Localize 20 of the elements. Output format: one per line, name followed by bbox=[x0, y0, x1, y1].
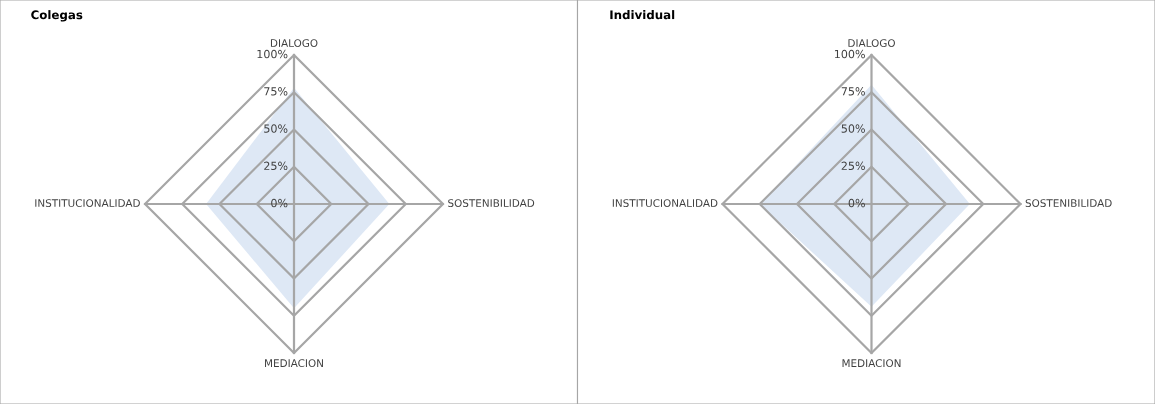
y-tick-label: 100% bbox=[257, 49, 288, 59]
chart-title: Colegas bbox=[31, 10, 83, 22]
y-tick-label: 25% bbox=[264, 161, 288, 170]
spoke-label: SOSTENIBILIDAD bbox=[448, 199, 535, 208]
y-tick-label: 50% bbox=[264, 124, 288, 133]
y-tick-label: 50% bbox=[841, 124, 865, 133]
spoke-label: MEDIACION bbox=[842, 359, 901, 368]
y-tick-label: 75% bbox=[841, 87, 865, 96]
spoke-label: INSTITUCIONALIDAD bbox=[35, 199, 140, 208]
spoke-label: DIALOGO bbox=[270, 39, 318, 48]
y-tick-label: 0% bbox=[271, 198, 288, 208]
spoke-label: INSTITUCIONALIDAD bbox=[612, 199, 718, 208]
y-tick-label: 25% bbox=[841, 161, 865, 170]
y-tick-label: 0% bbox=[848, 198, 865, 208]
spoke-label: SOSTENIBILIDAD bbox=[1025, 199, 1112, 208]
spoke-label: DIALOGO bbox=[848, 39, 895, 48]
y-tick-label: 100% bbox=[834, 49, 865, 59]
chart-title: Individual bbox=[610, 10, 675, 20]
spoke-label: MEDIACION bbox=[265, 359, 323, 368]
y-tick-label: 75% bbox=[264, 87, 288, 96]
